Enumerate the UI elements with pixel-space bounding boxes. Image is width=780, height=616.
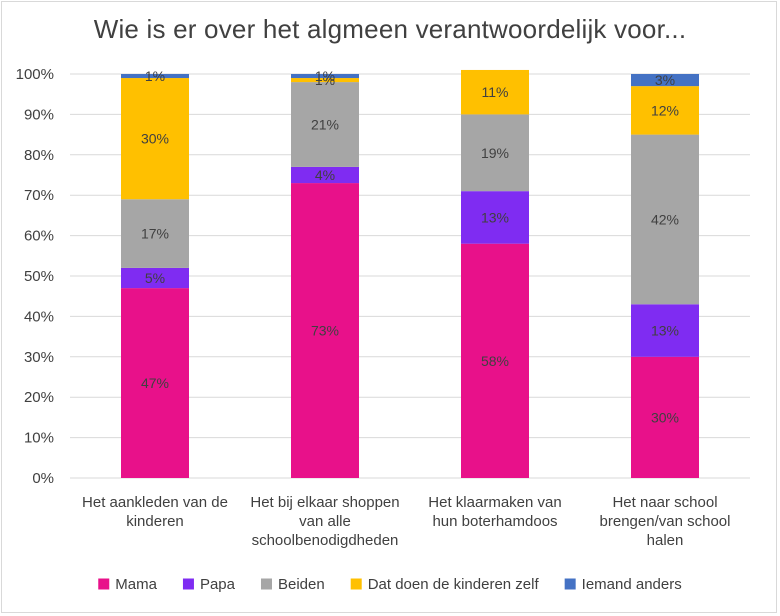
bar-segment	[461, 243, 529, 478]
y-tick-label: 40%	[24, 308, 54, 325]
bar-segment	[631, 86, 699, 135]
x-category-label: Het naar school brengen/van school halen	[600, 494, 731, 549]
data-label: 30%	[651, 409, 679, 425]
legend-item-label: Beiden	[278, 576, 325, 593]
data-label: 42%	[651, 211, 679, 227]
y-tick-label: 20%	[24, 389, 54, 406]
legend-item-label: Mama	[115, 576, 157, 593]
y-tick-label: 80%	[24, 147, 54, 164]
legend-swatch	[260, 578, 272, 590]
bar-segment	[631, 74, 699, 87]
y-tick-label: 60%	[24, 228, 54, 245]
legend-item-label: Dat doen de kinderen zelf	[368, 576, 540, 593]
data-label: 5%	[145, 270, 165, 286]
bar-segment	[121, 199, 189, 268]
legend-swatch	[350, 578, 362, 590]
data-label: 58%	[481, 353, 509, 369]
data-label: 21%	[311, 117, 339, 133]
data-label: 1%	[145, 68, 165, 84]
bar-segment	[291, 82, 359, 167]
y-tick-label: 100%	[16, 66, 54, 83]
data-label: 47%	[141, 375, 169, 391]
y-tick-label: 30%	[24, 349, 54, 366]
bar-segment	[291, 166, 359, 184]
data-label: 13%	[481, 209, 509, 225]
data-label: 73%	[311, 323, 339, 339]
data-label: 12%	[651, 102, 679, 118]
data-label: 4%	[315, 167, 335, 183]
y-tick-label: 0%	[32, 470, 54, 487]
bar-segment	[461, 191, 529, 244]
bar-segment	[291, 74, 359, 79]
y-tick-label: 10%	[24, 430, 54, 447]
bar-segment	[631, 134, 699, 305]
bar-segment	[631, 356, 699, 478]
x-category-label: Het klaarmaken van hun boterhamdoos	[428, 494, 561, 530]
data-label: 1%	[315, 68, 335, 84]
bar-segment	[631, 304, 699, 357]
x-category-label: Het bij elkaar shoppen van alle schoolbeno…	[250, 494, 399, 549]
bar-segment	[291, 183, 359, 478]
bar-segment	[461, 114, 529, 192]
data-label: 11%	[482, 84, 509, 100]
bar-segment	[121, 74, 189, 79]
bar-segment	[461, 69, 529, 115]
legend-swatch	[182, 578, 194, 590]
data-label: 13%	[651, 323, 679, 339]
data-label: 19%	[481, 145, 509, 161]
x-category-label: Het aankleden van de kinderen	[82, 494, 228, 530]
legend-swatch	[98, 578, 110, 590]
bar-segment	[121, 267, 189, 289]
y-tick-label: 70%	[24, 187, 54, 204]
data-label: 30%	[141, 131, 169, 147]
legend-swatch	[564, 578, 576, 590]
bar-segment	[121, 78, 189, 200]
legend-item-label: Iemand anders	[582, 576, 682, 593]
bar-segment	[121, 288, 189, 478]
y-tick-label: 90%	[24, 106, 54, 123]
bar-segment	[291, 78, 359, 83]
data-label: 17%	[141, 226, 169, 242]
data-label: 3%	[655, 72, 675, 88]
chart-title: Wie is er over het algmeen verantwoordel…	[93, 14, 687, 44]
y-tick-label: 50%	[24, 268, 54, 285]
legend-item-label: Papa	[200, 576, 236, 593]
